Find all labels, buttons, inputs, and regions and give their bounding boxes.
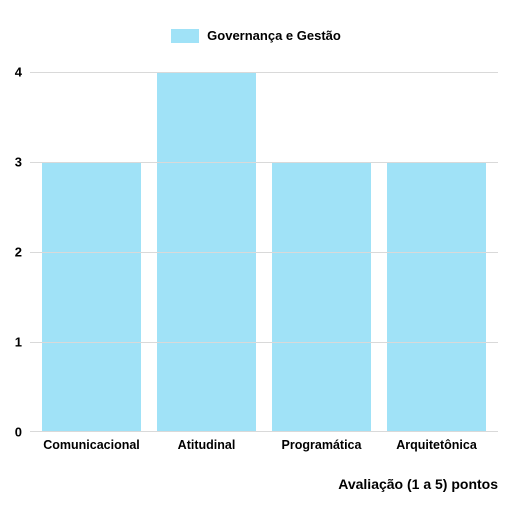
legend-swatch [171,29,199,43]
bar [272,162,371,432]
gridline [30,252,498,253]
chart-footer: Avaliação (1 a 5) pontos [338,476,498,492]
x-axis-labels: ComunicacionalAtitudinalProgramáticaArqu… [30,432,498,456]
y-tick-label: 2 [15,245,22,260]
x-tick-label: Atitudinal [149,438,264,456]
x-tick-label: Comunicacional [34,438,149,456]
y-tick-label: 4 [15,65,22,80]
y-tick-label: 1 [15,335,22,350]
chart-legend: Governança e Gestão [0,28,512,43]
x-tick-label: Arquitetônica [379,438,494,456]
y-tick-label: 0 [15,425,22,440]
bar [387,162,486,432]
gridline [30,72,498,73]
legend-label: Governança e Gestão [207,28,341,43]
gridline [30,342,498,343]
plot-area: 01234 [30,72,498,432]
y-tick-label: 3 [15,155,22,170]
gridline [30,162,498,163]
bar-chart: Governança e Gestão 01234 Comunicacional… [0,0,512,512]
bar [42,162,141,432]
x-tick-label: Programática [264,438,379,456]
